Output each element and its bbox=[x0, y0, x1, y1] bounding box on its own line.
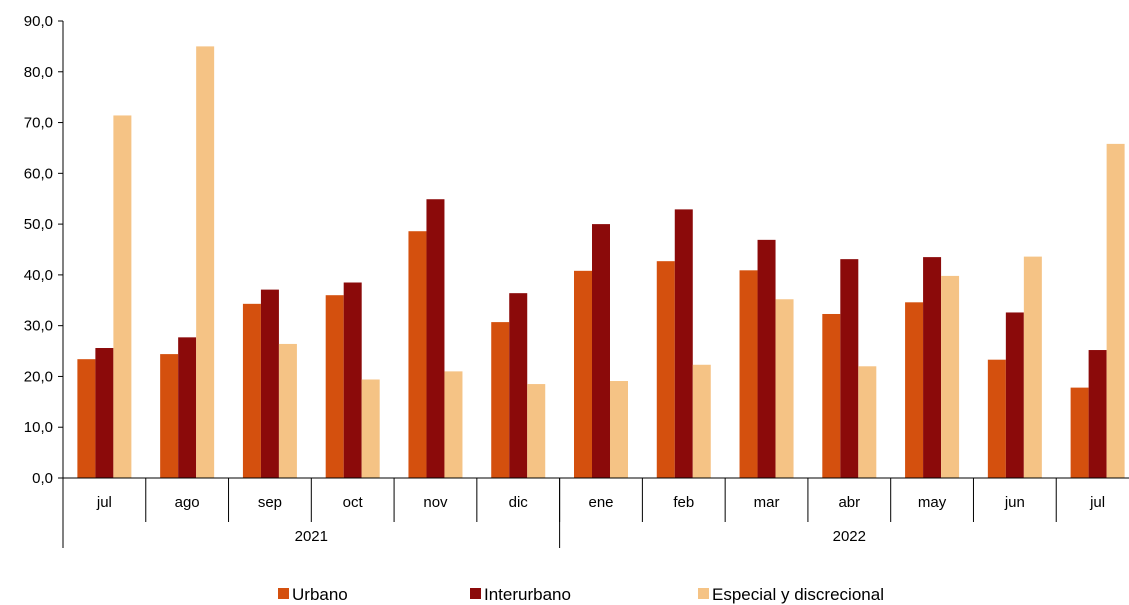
bar-urbano bbox=[491, 322, 510, 478]
x-tick-label: dic bbox=[509, 494, 529, 511]
y-tick-label: 30,0 bbox=[24, 318, 53, 335]
bar-interurbano bbox=[1005, 312, 1024, 478]
bar-interurbano bbox=[509, 293, 528, 478]
bar-especial-y-discrecional bbox=[775, 299, 794, 478]
x-tick-label: mar bbox=[754, 494, 780, 511]
x-tick-label: jul bbox=[1089, 494, 1105, 511]
bar-especial-y-discrecional bbox=[361, 379, 380, 478]
bar-especial-y-discrecional bbox=[858, 366, 877, 478]
legend-label: Interurbano bbox=[484, 585, 571, 604]
y-tick-label: 40,0 bbox=[24, 267, 53, 284]
x-tick-label: jun bbox=[1004, 494, 1025, 511]
legend-swatch bbox=[278, 588, 289, 599]
y-tick-label: 0,0 bbox=[32, 470, 53, 487]
bar-urbano bbox=[822, 313, 841, 478]
bar-urbano bbox=[656, 261, 675, 478]
bar-urbano bbox=[77, 359, 96, 478]
bar-interurbano bbox=[840, 259, 859, 478]
bar-especial-y-discrecional bbox=[1106, 143, 1125, 479]
bar-especial-y-discrecional bbox=[692, 364, 711, 478]
y-tick-label: 20,0 bbox=[24, 368, 53, 385]
x-tick-label: ago bbox=[175, 494, 200, 511]
bar-interurbano bbox=[260, 289, 279, 478]
legend-label: Especial y discrecional bbox=[712, 585, 884, 604]
bar-interurbano bbox=[343, 282, 362, 478]
bar-especial-y-discrecional bbox=[1023, 256, 1042, 478]
y-tick-label: 90,0 bbox=[24, 13, 53, 30]
bar-urbano bbox=[739, 270, 758, 478]
x-tick-label: may bbox=[918, 494, 947, 511]
bar-interurbano bbox=[1088, 350, 1107, 478]
legend-swatch bbox=[698, 588, 709, 599]
group-label: 2021 bbox=[295, 528, 328, 545]
group-label: 2022 bbox=[833, 528, 866, 545]
bar-especial-y-discrecional bbox=[196, 46, 215, 479]
bar-especial-y-discrecional bbox=[444, 371, 463, 478]
y-axis: 0,0 10,0 20,0 30,0 40,0 50,0 60,0 70,0 80,0 90,0 bbox=[24, 13, 64, 487]
bar-interurbano bbox=[757, 239, 776, 478]
bar-urbano bbox=[242, 303, 261, 478]
bar-interurbano bbox=[674, 209, 693, 478]
y-tick-label: 60,0 bbox=[24, 165, 53, 182]
y-tick-label: 10,0 bbox=[24, 419, 53, 436]
bar-interurbano bbox=[95, 348, 114, 478]
legend-label: Urbano bbox=[292, 585, 348, 604]
y-tick-label: 80,0 bbox=[24, 64, 53, 81]
legend-swatch bbox=[470, 588, 481, 599]
bar-especial-y-discrecional bbox=[278, 343, 297, 478]
bar-especial-y-discrecional bbox=[113, 115, 132, 479]
bar-urbano bbox=[160, 354, 179, 478]
bar-especial-y-discrecional bbox=[527, 384, 546, 478]
x-tick-label: feb bbox=[673, 494, 694, 511]
y-tick-label: 50,0 bbox=[24, 216, 53, 233]
bar-interurbano bbox=[426, 199, 445, 479]
bar-urbano bbox=[574, 270, 592, 478]
bar-interurbano bbox=[592, 224, 610, 478]
y-tick-label: 70,0 bbox=[24, 115, 53, 132]
bar-urbano bbox=[1070, 387, 1089, 478]
bar-urbano bbox=[987, 359, 1006, 478]
x-tick-label: ene bbox=[588, 494, 613, 511]
bar-interurbano bbox=[178, 337, 197, 478]
x-tick-label: sep bbox=[258, 494, 282, 511]
x-tick-label: jul bbox=[96, 494, 112, 511]
bar-especial-y-discrecional bbox=[941, 275, 960, 478]
bars bbox=[77, 46, 1125, 479]
bar-urbano bbox=[325, 295, 344, 478]
legend: Urbano Interurbano Especial y discrecional bbox=[278, 585, 884, 604]
bar-urbano bbox=[408, 231, 427, 478]
x-tick-label: abr bbox=[838, 494, 860, 511]
bar-urbano bbox=[905, 302, 924, 478]
x-tick-label: oct bbox=[343, 494, 364, 511]
x-tick-label: nov bbox=[423, 494, 448, 511]
x-axis: jul ago sep oct nov dic ene feb mar abr may jun jul 2… bbox=[62, 477, 1129, 548]
bar-interurbano bbox=[923, 257, 942, 478]
bar-especial-y-discrecional bbox=[610, 381, 628, 478]
